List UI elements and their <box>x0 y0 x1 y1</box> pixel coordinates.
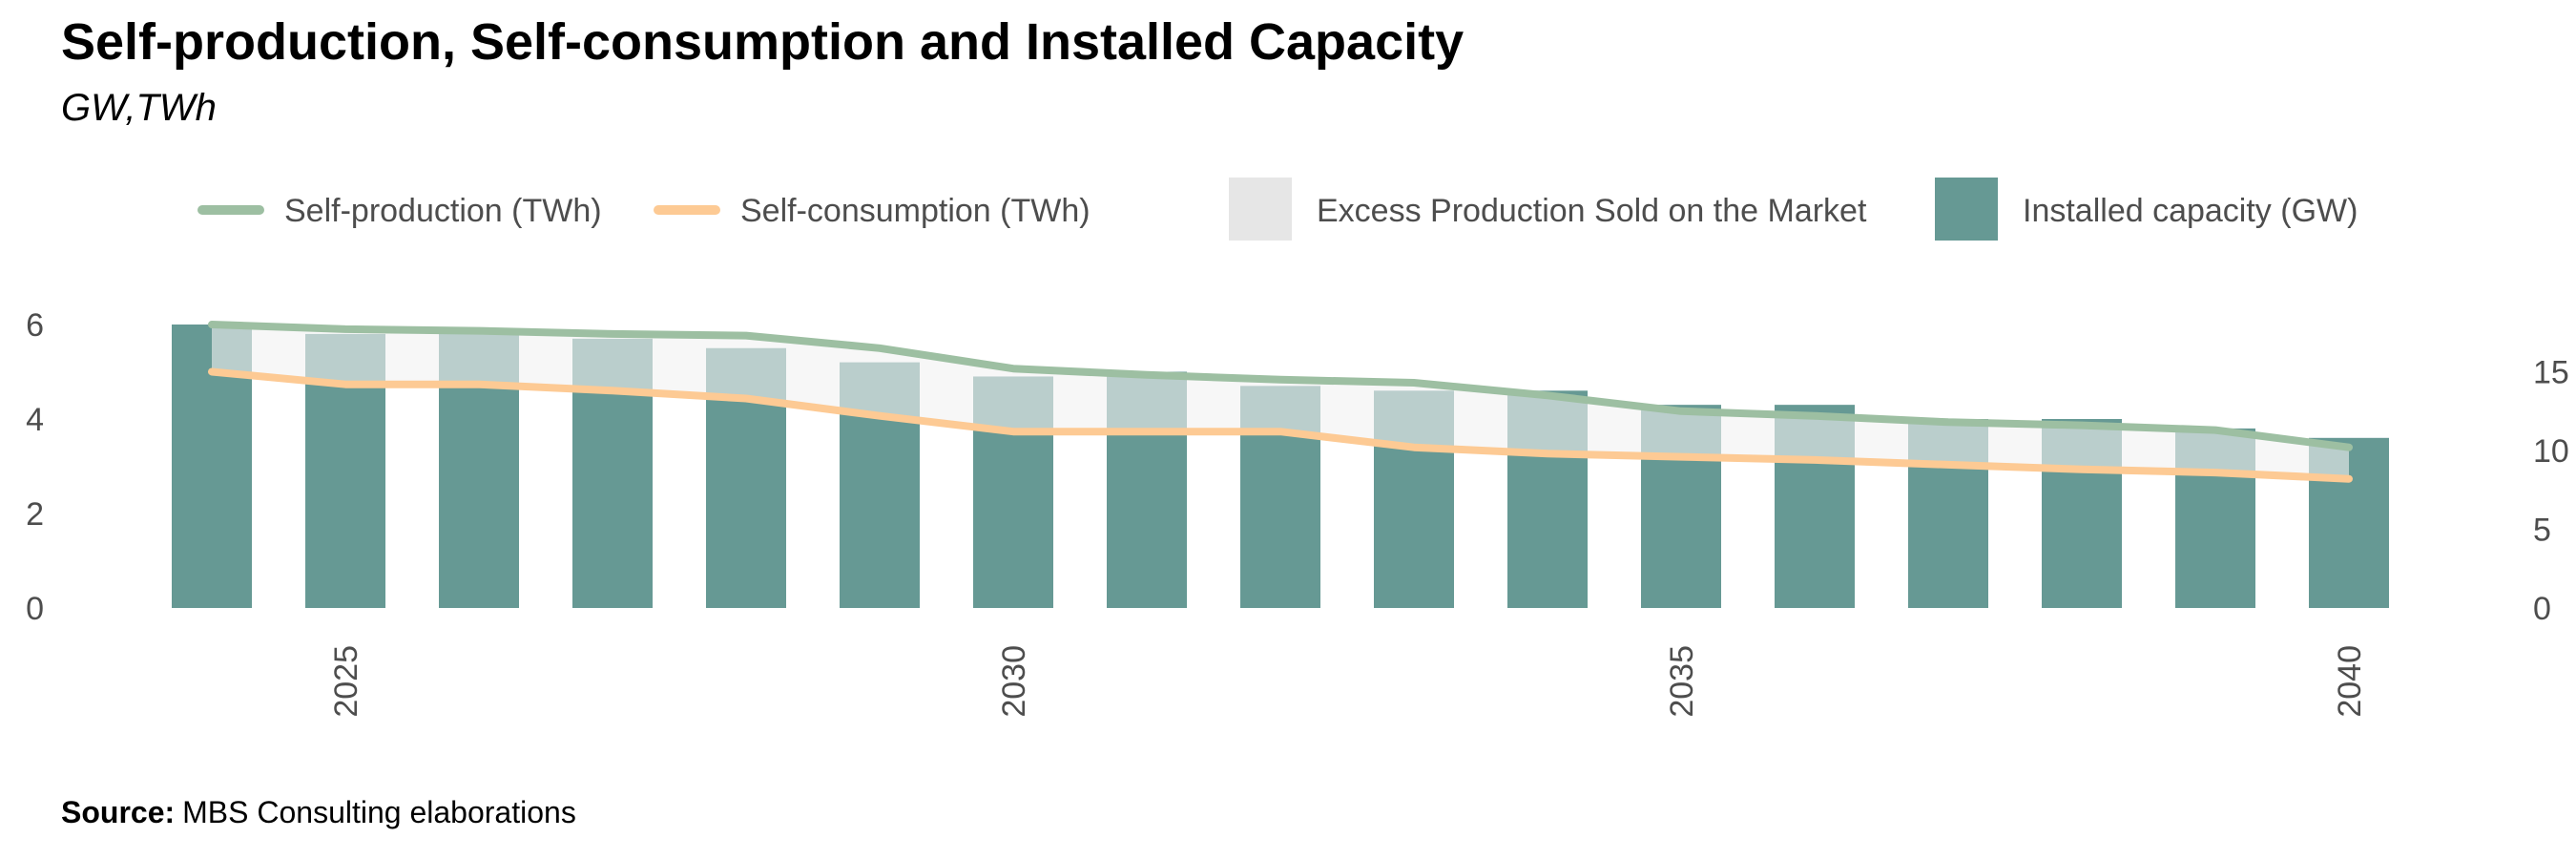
source-label: Source: <box>61 795 175 829</box>
source-text: MBS Consulting elaborations <box>182 795 576 829</box>
x-axis-tick-label: 2025 <box>328 645 364 718</box>
source-note: Source: MBS Consulting elaborations <box>61 795 576 829</box>
legend-item-installed: Installed capacity (GW) <box>1935 178 2358 241</box>
series-lines <box>208 321 2353 483</box>
left-axis-tick-label: 0 <box>26 591 44 627</box>
left-axis-tick-label: 2 <box>26 496 44 533</box>
legend: Self-production (TWh) Self-consumption (… <box>197 178 2358 241</box>
self-consumption-line <box>208 367 2353 483</box>
legend-label-self-consumption: Self-consumption (TWh) <box>740 193 1091 229</box>
self-production-line <box>208 321 2353 451</box>
chart-subtitle: GW,TWh <box>61 87 217 129</box>
legend-key-excess <box>1229 178 1292 241</box>
chart-title: Self-production, Self-consumption and In… <box>61 13 1464 71</box>
right-axis-tick-label: 15 <box>2533 355 2569 391</box>
left-axis-tick-label: 6 <box>26 307 44 344</box>
legend-key-installed <box>1935 178 1998 241</box>
left-axis-tick-label: 4 <box>26 402 44 438</box>
legend-label-self-production: Self-production (TWh) <box>284 193 602 229</box>
x-axis-tick-label: 2040 <box>2332 645 2368 718</box>
legend-label-excess: Excess Production Sold on the Market <box>1317 193 1867 229</box>
excess-production-area <box>212 325 2349 479</box>
right-axis-tick-label: 0 <box>2533 591 2551 627</box>
left-axis: 0 2 4 6 <box>26 307 44 627</box>
excess-band <box>212 325 2349 479</box>
right-axis: 0 5 10 15 <box>2533 355 2569 628</box>
x-axis-tick-label: 2035 <box>1664 645 1700 718</box>
legend-item-self-production: Self-production (TWh) <box>197 193 602 229</box>
right-axis-tick-label: 5 <box>2533 513 2551 549</box>
right-axis-tick-label: 10 <box>2533 433 2569 470</box>
x-axis-tick-label: 2030 <box>996 645 1032 718</box>
legend-label-installed: Installed capacity (GW) <box>2023 193 2358 229</box>
x-axis: 2025 2030 2035 2040 <box>328 645 2368 718</box>
legend-item-self-consumption: Self-consumption (TWh) <box>654 193 1091 229</box>
legend-item-excess: Excess Production Sold on the Market <box>1229 178 1867 241</box>
